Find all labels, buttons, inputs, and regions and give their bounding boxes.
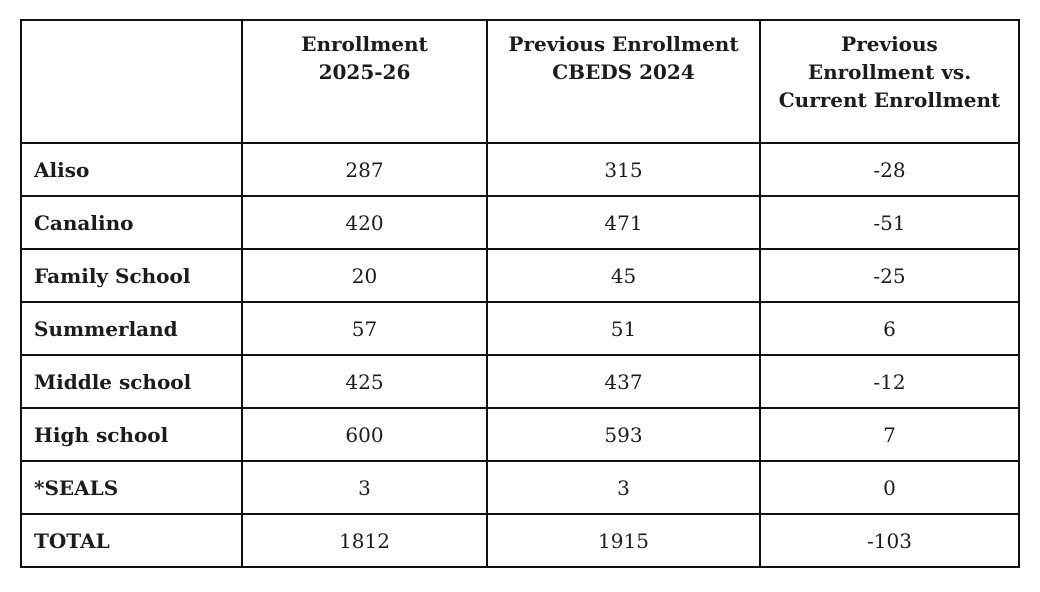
- enrollment-table: Enrollment 2025-26 Previous Enrollment C…: [20, 19, 1020, 568]
- cell-previous-enrollment: 471: [486, 195, 761, 250]
- table-row-canalino: Canalino 420 471 -51: [20, 195, 1020, 250]
- cell-enrollment: 420: [241, 195, 488, 250]
- cell-difference: -51: [759, 195, 1020, 250]
- row-label: *SEALS: [20, 460, 243, 515]
- cell-enrollment: 20: [241, 248, 488, 303]
- table-row-middle-school: Middle school 425 437 -12: [20, 354, 1020, 409]
- cell-enrollment: 3: [241, 460, 488, 515]
- table-row-total: TOTAL 1812 1915 -103: [20, 513, 1020, 568]
- table-row-seals: *SEALS 3 3 0: [20, 460, 1020, 515]
- cell-previous-enrollment: 3: [486, 460, 761, 515]
- cell-difference: 0: [759, 460, 1020, 515]
- column-header-previous-enrollment-cbeds-2024: Previous Enrollment CBEDS 2024: [486, 19, 761, 144]
- table-row-aliso: Aliso 287 315 -28: [20, 142, 1020, 197]
- column-header-enrollment-2025-26: Enrollment 2025-26: [241, 19, 488, 144]
- cell-enrollment: 57: [241, 301, 488, 356]
- cell-difference: -25: [759, 248, 1020, 303]
- row-label: High school: [20, 407, 243, 462]
- cell-difference: -28: [759, 142, 1020, 197]
- table-row-high-school: High school 600 593 7: [20, 407, 1020, 462]
- enrollment-table-container: Enrollment 2025-26 Previous Enrollment C…: [20, 19, 1020, 568]
- row-label: Family School: [20, 248, 243, 303]
- cell-difference: -103: [759, 513, 1020, 568]
- cell-previous-enrollment: 593: [486, 407, 761, 462]
- cell-difference: -12: [759, 354, 1020, 409]
- row-label: Canalino: [20, 195, 243, 250]
- row-label: TOTAL: [20, 513, 243, 568]
- column-header-blank: [20, 19, 243, 144]
- row-label: Middle school: [20, 354, 243, 409]
- table-row-family-school: Family School 20 45 -25: [20, 248, 1020, 303]
- cell-enrollment: 425: [241, 354, 488, 409]
- cell-previous-enrollment: 1915: [486, 513, 761, 568]
- table-header-row: Enrollment 2025-26 Previous Enrollment C…: [20, 19, 1020, 144]
- cell-enrollment: 600: [241, 407, 488, 462]
- column-header-previous-vs-current: Previous Enrollment vs. Current Enrollme…: [759, 19, 1020, 144]
- cell-enrollment: 1812: [241, 513, 488, 568]
- cell-previous-enrollment: 51: [486, 301, 761, 356]
- table-row-summerland: Summerland 57 51 6: [20, 301, 1020, 356]
- row-label: Summerland: [20, 301, 243, 356]
- cell-difference: 7: [759, 407, 1020, 462]
- cell-previous-enrollment: 45: [486, 248, 761, 303]
- cell-enrollment: 287: [241, 142, 488, 197]
- row-label: Aliso: [20, 142, 243, 197]
- cell-previous-enrollment: 437: [486, 354, 761, 409]
- cell-previous-enrollment: 315: [486, 142, 761, 197]
- cell-difference: 6: [759, 301, 1020, 356]
